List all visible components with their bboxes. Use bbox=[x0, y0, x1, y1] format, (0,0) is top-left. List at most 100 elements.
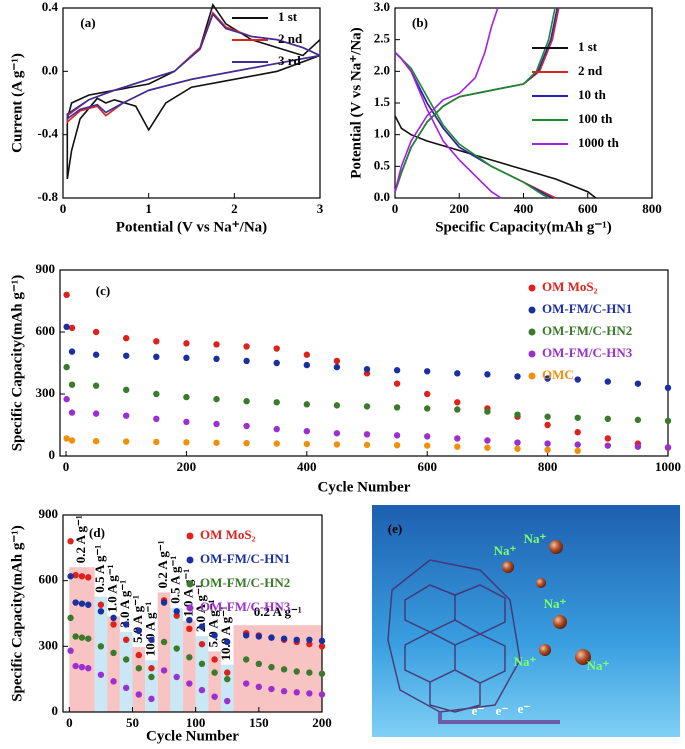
series-line bbox=[394, 115, 597, 199]
data-point bbox=[393, 432, 401, 439]
legend-label: OM-FM/C-HN2 bbox=[542, 323, 632, 338]
data-point bbox=[186, 680, 193, 687]
data-point bbox=[363, 431, 371, 438]
data-point bbox=[514, 445, 521, 452]
x-tick-label: 2 bbox=[231, 201, 238, 216]
data-point bbox=[72, 599, 79, 606]
mesh bbox=[387, 559, 560, 724]
rate-band bbox=[157, 592, 171, 712]
data-point bbox=[153, 353, 160, 360]
data-point bbox=[664, 444, 672, 451]
data-point bbox=[318, 670, 326, 677]
data-point bbox=[148, 695, 155, 703]
data-point bbox=[63, 323, 70, 331]
x-tick-label: 1000 bbox=[655, 459, 681, 474]
y-tick-label: 0.5 bbox=[374, 157, 391, 172]
data-point bbox=[664, 384, 672, 391]
y-axis-label: Specific Capacity(mAh g⁻¹) bbox=[9, 525, 25, 702]
data-point bbox=[211, 656, 218, 663]
data-point bbox=[604, 435, 612, 442]
legend-label: 1000 th bbox=[578, 135, 620, 150]
ion bbox=[502, 561, 514, 573]
data-point bbox=[224, 697, 231, 705]
data-point bbox=[306, 640, 313, 648]
x-tick-label: 200 bbox=[177, 459, 197, 474]
data-point bbox=[78, 600, 86, 607]
data-point bbox=[148, 636, 155, 643]
y-tick-label: 1.5 bbox=[374, 94, 391, 109]
panel-label: (d) bbox=[89, 525, 105, 540]
legend-label: 1 st bbox=[278, 9, 298, 24]
rate-label: 1.0 A g⁻¹ bbox=[105, 564, 120, 612]
data-point bbox=[273, 440, 280, 447]
data-point bbox=[186, 616, 193, 624]
data-point bbox=[110, 614, 117, 622]
legend-swatch bbox=[528, 328, 536, 336]
y-tick-label: 600 bbox=[36, 323, 56, 338]
data-point bbox=[123, 386, 130, 394]
data-point bbox=[604, 378, 612, 385]
y-tick-label: 300 bbox=[36, 385, 56, 400]
data-point bbox=[68, 348, 76, 355]
x-tick-label: 400 bbox=[514, 201, 534, 216]
data-point bbox=[514, 439, 521, 446]
data-point bbox=[173, 612, 180, 619]
x-tick-label: 3 bbox=[317, 201, 324, 216]
data-point bbox=[92, 437, 100, 445]
data-point bbox=[97, 643, 105, 650]
y-tick-label: 0.4 bbox=[42, 0, 59, 14]
legend-label: OM-FM/C-HN1 bbox=[542, 301, 632, 316]
ion-label: Na⁺ bbox=[587, 658, 610, 673]
data-point bbox=[153, 390, 160, 398]
data-point bbox=[186, 654, 193, 661]
y-axis-label: Specific Capacity(mAh g⁻¹) bbox=[9, 275, 25, 452]
data-point bbox=[122, 656, 130, 663]
data-point bbox=[67, 647, 74, 654]
data-point bbox=[92, 410, 100, 417]
data-point bbox=[67, 573, 74, 580]
panel-label: (b) bbox=[412, 15, 428, 30]
data-point bbox=[454, 370, 461, 377]
y-tick-label: 0 bbox=[49, 447, 56, 462]
data-point bbox=[92, 382, 100, 389]
data-point bbox=[211, 669, 218, 676]
legend-swatch bbox=[186, 556, 194, 564]
data-point bbox=[242, 680, 250, 687]
legend-swatch bbox=[186, 532, 194, 540]
legend-label: 1 st bbox=[578, 39, 598, 54]
data-point bbox=[393, 380, 401, 387]
y-tick-label: 1.0 bbox=[374, 126, 390, 141]
data-point bbox=[273, 399, 280, 406]
data-point bbox=[173, 673, 180, 681]
data-point bbox=[92, 351, 100, 358]
data-point bbox=[333, 363, 341, 371]
data-point bbox=[333, 357, 341, 365]
data-point bbox=[68, 437, 76, 444]
data-point bbox=[333, 430, 341, 437]
data-point bbox=[393, 367, 401, 374]
legend-swatch bbox=[186, 580, 194, 588]
electron-label: e⁻ bbox=[472, 703, 485, 718]
data-point bbox=[333, 402, 341, 409]
legend-label: OM-FM/C-HN3 bbox=[200, 599, 291, 614]
data-point bbox=[273, 425, 280, 433]
data-point bbox=[544, 413, 551, 420]
data-point bbox=[544, 421, 551, 429]
data-point bbox=[242, 656, 250, 663]
data-point bbox=[303, 428, 311, 435]
data-point bbox=[153, 438, 160, 446]
y-tick-label: 0 bbox=[52, 703, 59, 718]
data-point bbox=[213, 395, 220, 403]
data-point bbox=[243, 357, 250, 365]
data-point bbox=[454, 399, 461, 406]
data-point bbox=[123, 412, 130, 419]
data-point bbox=[544, 446, 551, 453]
rate-band bbox=[119, 631, 133, 712]
data-point bbox=[393, 404, 401, 411]
data-point bbox=[67, 538, 74, 545]
data-point bbox=[213, 420, 220, 428]
legend-label: OM-FM/C-HN1 bbox=[200, 551, 290, 566]
y-tick-label: 0.0 bbox=[374, 189, 390, 204]
data-point bbox=[224, 675, 231, 683]
